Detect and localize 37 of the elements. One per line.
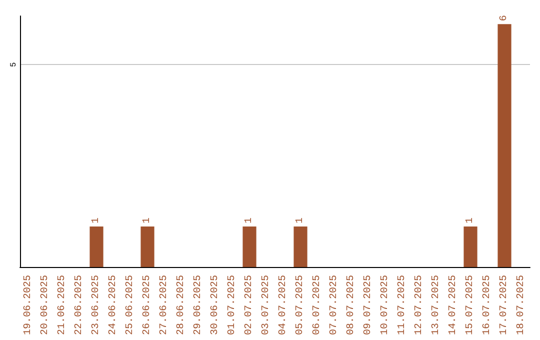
x-tick-label: 21.06.2025 (57, 274, 68, 336)
data-label: 1 (465, 217, 476, 224)
x-tick-label: 26.06.2025 (142, 274, 153, 336)
x-tick-label: 23.06.2025 (91, 274, 102, 336)
x-tick-label: 29.06.2025 (193, 274, 204, 336)
x-tick-label: 18.07.2025 (516, 274, 527, 336)
x-tick-label: 04.07.2025 (278, 274, 289, 336)
x-tick-label: 15.07.2025 (465, 274, 476, 336)
x-tick-label: 17.07.2025 (499, 274, 510, 336)
x-tick-label: 13.07.2025 (431, 274, 442, 336)
x-tick-label: 22.06.2025 (74, 274, 85, 336)
x-tick-label: 27.06.2025 (159, 274, 170, 336)
x-tick-label: 09.07.2025 (363, 274, 374, 336)
x-tick-label: 12.07.2025 (414, 274, 425, 336)
x-tick-label: 10.07.2025 (380, 274, 391, 336)
data-label: 6 (499, 15, 510, 22)
x-tick-label: 14.07.2025 (448, 274, 459, 336)
x-tick-label: 06.07.2025 (312, 274, 323, 336)
data-label: 1 (91, 217, 102, 224)
x-tick-label: 24.06.2025 (108, 274, 119, 336)
x-tick-label: 05.07.2025 (295, 274, 306, 336)
x-tick-label: 01.07.2025 (227, 274, 238, 336)
x-tick-label: 16.07.2025 (482, 274, 493, 336)
x-tick-label: 28.06.2025 (176, 274, 187, 336)
data-label: 1 (295, 217, 306, 224)
x-tick-label: 25.06.2025 (125, 274, 136, 336)
y-tick-label: 5 (10, 62, 18, 67)
x-tick-label: 08.07.2025 (346, 274, 357, 336)
x-tick-label: 30.06.2025 (210, 274, 221, 336)
x-tick-label: 20.06.2025 (40, 274, 51, 336)
x-tick-label: 03.07.2025 (261, 274, 272, 336)
x-tick-label: 19.06.2025 (23, 274, 34, 336)
x-tick-label: 02.07.2025 (244, 274, 255, 336)
data-label: 1 (142, 217, 153, 224)
x-tick-label: 07.07.2025 (329, 274, 340, 336)
x-tick-label: 11.07.2025 (397, 274, 408, 336)
data-label: 1 (244, 217, 255, 224)
